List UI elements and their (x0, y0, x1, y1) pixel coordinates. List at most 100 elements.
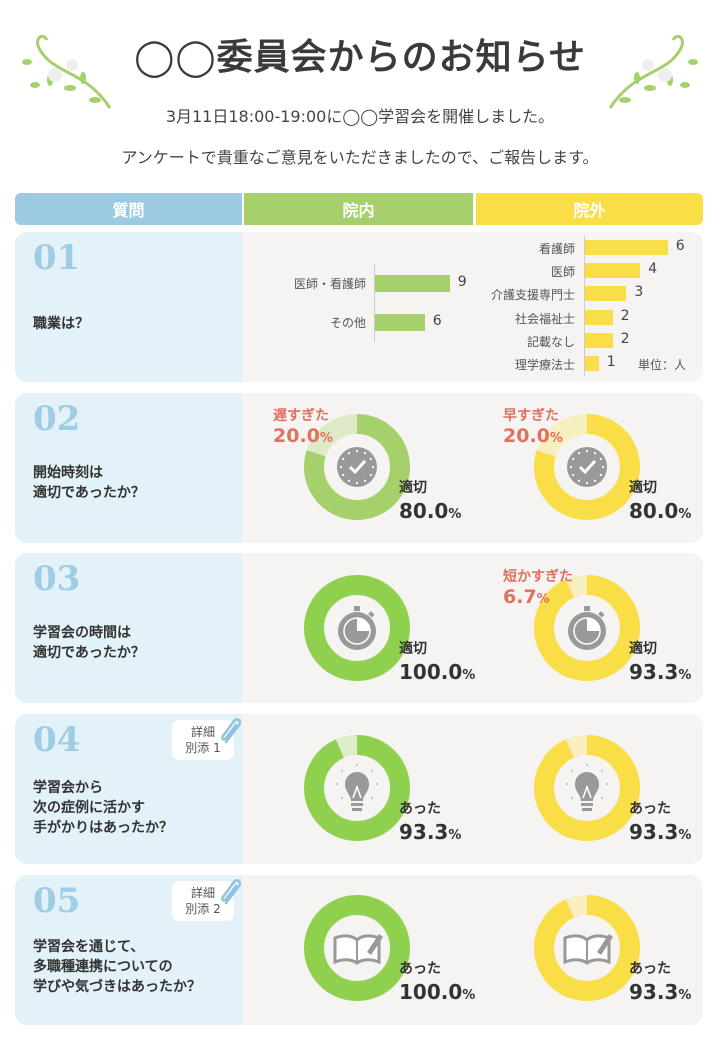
bar-outside-3 (585, 309, 613, 325)
bar-label: 看護師 (538, 242, 575, 256)
donut-main-segment (534, 735, 640, 841)
percent-sign: % (678, 507, 692, 522)
bar-label: 社会福祉士 (514, 311, 575, 326)
main-percent: 93.3% (629, 660, 691, 684)
main-percent: 80.0% (629, 499, 691, 523)
minor-label: 早すぎた (503, 408, 559, 424)
main-percent: 93.3% (399, 820, 461, 844)
bar-label: 医師 (550, 265, 575, 280)
question-text: 学習会の時間は 適切であったか？ (33, 625, 145, 661)
main-label: 適切 (629, 480, 657, 496)
percent-sign: % (678, 828, 692, 843)
minor-percent: 20.0% (503, 425, 563, 447)
axis-line (584, 236, 585, 376)
paperclip-icon (221, 718, 242, 744)
percent-sign: % (536, 592, 550, 607)
bar-inside-1 (375, 314, 425, 331)
main-value: 100.0 (399, 980, 463, 1004)
bar-value: 3 (634, 284, 644, 301)
bar-label: 介護支援専門士 (490, 288, 575, 303)
bar-label: 理学療法士 (514, 358, 575, 372)
main-label: 適切 (399, 480, 427, 496)
main-label: あった (399, 801, 441, 817)
question-panel: 03 学習会の時間は 適切であったか？ (15, 553, 242, 703)
donut-main-segment (304, 895, 410, 1001)
column-header-question: 質問 (15, 193, 242, 225)
main-label: 適切 (629, 641, 657, 657)
bar-value: 9 (457, 274, 467, 290)
bar-value: 6 (432, 313, 442, 329)
donut-main-segment (304, 735, 410, 841)
minor-percent: 6.7% (503, 586, 550, 608)
main-label: あった (399, 961, 441, 977)
minor-value: 20.0 (503, 425, 550, 447)
donut-chart-05-outside (534, 895, 640, 1001)
paperclip-icon (221, 879, 242, 905)
donut-chart-04-outside (534, 735, 640, 841)
donut-main-segment (534, 414, 640, 520)
intro-line-1: 3月11日18:00-19:00に◯◯学習会を開催しました。 (165, 107, 555, 126)
main-value: 93.3 (399, 820, 449, 844)
main-label: あった (629, 801, 671, 817)
main-value: 100.0 (399, 660, 463, 684)
attachment-label: 詳細 別添 1 (185, 725, 221, 755)
attachment-label: 詳細 別添 2 (185, 886, 221, 916)
vine-left-decoration (22, 34, 112, 109)
lightbulb-icon (336, 764, 378, 811)
donut-chart-02-outside (534, 414, 640, 520)
percent-sign: % (549, 431, 563, 446)
main-percent: 100.0% (399, 660, 475, 684)
question-number: 02 (33, 399, 81, 439)
bar-label: 医師・看護師 (293, 277, 366, 291)
question-number: 01 (33, 238, 81, 278)
minor-label: 遅すぎた (273, 408, 329, 424)
question-text: 職業は？ (33, 316, 89, 332)
clock-icon (567, 447, 607, 487)
bar-value: 6 (675, 238, 685, 254)
question-number: 03 (33, 559, 81, 599)
bar-outside-4 (585, 332, 613, 348)
main-label: あった (629, 961, 671, 977)
bar-label: 記載なし (526, 334, 575, 349)
stopwatch-icon (338, 606, 376, 650)
percent-sign: % (678, 668, 692, 683)
attachment-badge[interactable]: 詳細 別添 1 (172, 720, 234, 760)
question-number: 04 (33, 720, 81, 760)
main-percent: 100.0% (399, 980, 475, 1004)
percent-sign: % (448, 507, 462, 522)
minor-value: 20.0 (273, 425, 320, 447)
main-value: 93.3 (629, 820, 679, 844)
bar-value: 2 (620, 330, 630, 347)
main-value: 93.3 (629, 660, 679, 684)
question-number: 05 (33, 881, 81, 921)
clock-icon (337, 447, 377, 487)
bar-outside-0 (585, 240, 668, 255)
question-text: 学習会を通じて、 多職種連携についての 学びや気づきはあったか？ (33, 939, 201, 995)
question-panel: 01 職業は？ (15, 232, 242, 382)
bar-value: 4 (648, 261, 658, 278)
question-text: 開始時刻は 適切であったか？ (33, 465, 145, 501)
percent-sign: % (678, 988, 692, 1003)
main-percent: 93.3% (629, 980, 691, 1004)
donut-chart-03-outside (534, 575, 640, 681)
donut-chart-03-inside (304, 575, 410, 681)
donut-main-segment (304, 575, 410, 681)
unit-note: 単位：人 (638, 358, 687, 372)
book-icon (563, 934, 613, 965)
main-value: 80.0 (629, 499, 679, 523)
bar-outside-2 (585, 286, 627, 302)
main-percent: 93.3% (629, 820, 691, 844)
column-header-inside: 院内 (244, 193, 473, 225)
intro-line-2: アンケートで貴重なご意見をいただきましたので、ご報告します。 (121, 148, 599, 167)
percent-sign: % (448, 828, 462, 843)
column-header-outside: 院外 (476, 193, 703, 225)
bar-inside-0 (375, 275, 450, 292)
vine-right-decoration (608, 34, 698, 109)
main-value: 93.3 (629, 980, 679, 1004)
minor-label: 短かすぎた (503, 569, 573, 585)
donut-main-segment (304, 414, 410, 520)
question-panel: 02 開始時刻は 適切であったか？ (15, 393, 242, 543)
minor-value: 6.7 (503, 586, 537, 608)
bar-outside-5 (585, 356, 599, 371)
question-panel: 05 学習会を通じて、 多職種連携についての 学びや気づきはあったか？ 詳細 別添… (15, 875, 242, 1025)
